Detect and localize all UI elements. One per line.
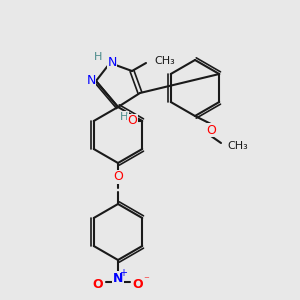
Text: N: N <box>86 74 96 88</box>
Text: O: O <box>93 278 103 290</box>
Text: O: O <box>133 278 143 290</box>
Text: O: O <box>206 124 216 136</box>
Text: H: H <box>94 52 102 62</box>
Text: N: N <box>107 56 117 68</box>
Text: CH₃: CH₃ <box>154 56 175 66</box>
Text: ⁻: ⁻ <box>143 275 149 285</box>
Text: O: O <box>113 170 123 184</box>
Text: +: + <box>119 268 127 278</box>
Text: N: N <box>113 272 123 284</box>
Text: H: H <box>120 112 128 122</box>
Text: CH₃: CH₃ <box>227 141 248 151</box>
Text: O: O <box>127 115 137 128</box>
